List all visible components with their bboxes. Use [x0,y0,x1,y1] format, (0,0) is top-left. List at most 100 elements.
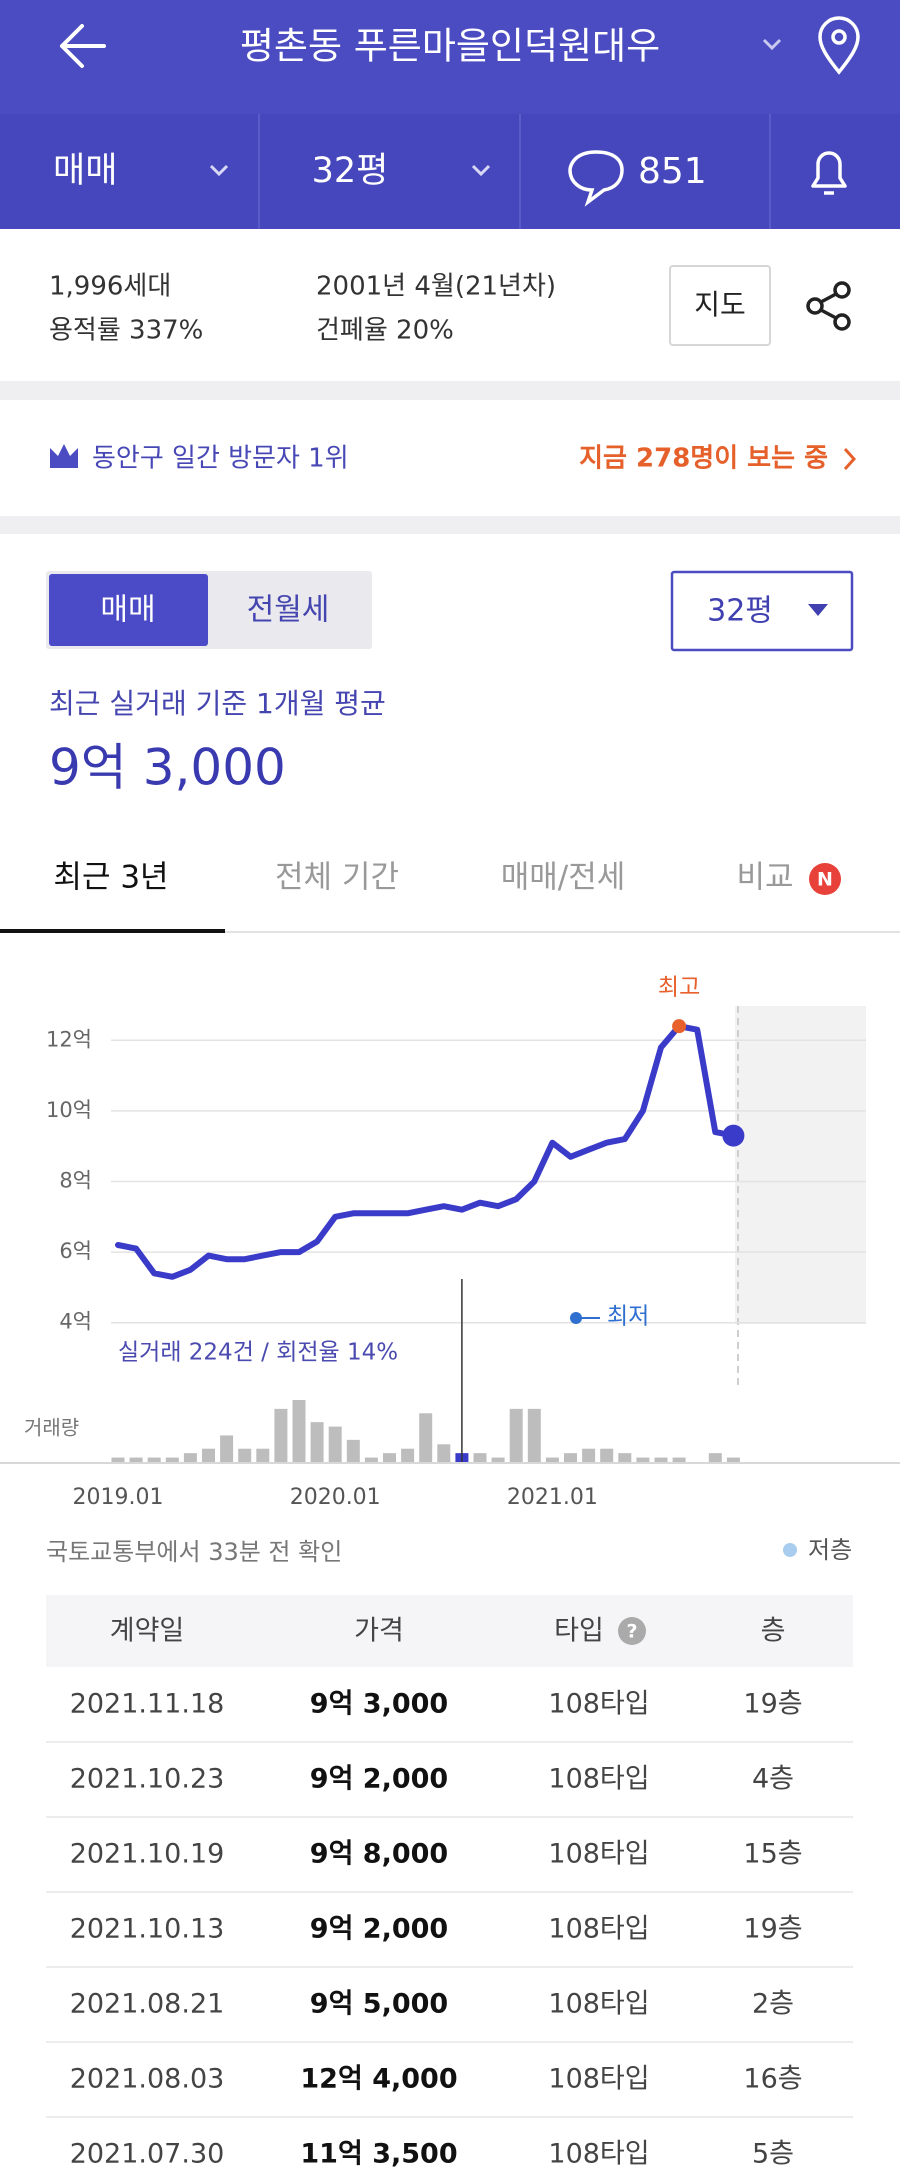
table-cell: 2021.08.21 [70,1989,225,2020]
latest-point [722,1124,745,1147]
future-area [735,1006,866,1324]
table-cell: 108타입 [548,2064,649,2095]
table-cell: 9억 2,000 [310,1914,448,1945]
table-cell: 2021.10.23 [70,1764,225,1795]
volume-bar [582,1448,596,1462]
back-button[interactable] [60,24,106,68]
volume-bar [726,1457,740,1462]
toggle-selected[interactable] [49,574,208,646]
y-tick-label: 10억 [46,1098,92,1122]
table-cell: 108타입 [548,2139,649,2170]
help-icon-mark: ? [626,1621,637,1643]
data-source: 국토교통부에서 33분 전 확인 [46,1538,342,1566]
y-tick-label: 6억 [59,1239,92,1263]
volume-label: 거래량 [24,1416,79,1440]
price-caption: 최근 실거래 기준 1개월 평균 [49,687,386,720]
table-cell: 19층 [743,1689,802,1720]
table-cell: 9억 8,000 [310,1839,448,1870]
title-dropdown[interactable] [762,38,782,51]
volume-bar [238,1448,252,1462]
live-viewers[interactable]: 지금 278명이 보는 중 [579,444,828,474]
chevron [471,164,491,177]
low-floor-legend: 저층 [808,1536,852,1564]
tab-sale-jeonse[interactable]: 매매/전세 [501,860,626,896]
visitor-rank: 동안구 일간 방문자 1위 [92,444,349,474]
size-dropdown-label[interactable]: 32평 [707,594,773,629]
volume-bar [636,1457,650,1462]
volume-bar [328,1426,342,1462]
volume-bar [509,1408,523,1462]
table-cell: 4층 [752,1764,794,1795]
location-button[interactable] [818,16,860,75]
tab-compare[interactable]: 비교 [736,860,793,896]
table-cell: 19층 [743,1914,802,1945]
table-cell: 11억 3,500 [300,2139,457,2170]
y-tick-label: 12억 [46,1027,92,1051]
volume-bar [564,1453,577,1462]
volume-bar [256,1448,270,1462]
column-header: 계약일 [110,1616,185,1647]
table-cell: 108타입 [548,1764,649,1795]
price-chart: 4억 6억 8억 10억 12억 2019.01 2020.01 2021.01 최고 [46,975,866,1510]
tab-all[interactable]: 전체 기간 [275,860,399,896]
table-cell: 2021.08.03 [70,2064,225,2095]
map-button-label[interactable]: 지도 [694,288,746,321]
volume-bar [672,1457,686,1462]
volume-bar [292,1400,306,1462]
table-cell: 12억 4,000 [300,2064,457,2095]
volume-bar [491,1457,505,1462]
low-floor-dot [783,1543,797,1557]
volume-bar [437,1444,451,1462]
alarm-button[interactable] [811,151,847,195]
volume-bar [401,1448,415,1462]
map-button[interactable] [669,265,771,346]
size-dropdown[interactable] [670,570,854,652]
table-cell: 108타입 [548,1839,649,1870]
help-icon[interactable] [618,1617,646,1645]
high-label: 최고 [658,975,700,1001]
volume-bar [310,1422,324,1462]
section-gap [0,516,900,534]
chevron [843,447,857,471]
toggle-sale[interactable]: 매매 [100,593,155,628]
column-header: 층 [761,1616,786,1647]
volume-bar [202,1448,215,1462]
table-cell: 108타입 [548,1914,649,1945]
volume-bar [618,1453,632,1462]
table-cell: 9억 3,000 [310,1689,448,1720]
trade-table: 계약일 가격 타입 층 2021.11.18 9억 3,000 108타입 19층 2021.1… [46,1616,853,2170]
high-point [672,1019,687,1034]
table-cell: 5층 [752,2139,794,2170]
crown-icon [50,444,78,468]
households: 1,996세대 [49,272,171,302]
deal-type-select[interactable]: 매매 [53,151,117,191]
low-label: 최저 [607,1304,649,1330]
building-coverage: 건폐율 20% [316,316,454,346]
tab-recent[interactable]: 최근 3년 [53,860,168,896]
new-badge [809,863,841,895]
share-button[interactable] [806,281,851,331]
volume-bar [147,1457,161,1462]
table-cell: 2층 [752,1989,794,2020]
table-cell: 2021.10.19 [70,1839,225,1870]
volume-bar [364,1457,378,1462]
volume-bar [527,1408,541,1462]
comment-count[interactable]: 851 [638,151,707,192]
table-cell: 2021.10.13 [70,1914,225,1945]
volume-bar [708,1453,722,1462]
volume-bar [346,1439,360,1462]
chevron [209,164,229,177]
floor-area-ratio: 용적률 337% [49,316,203,346]
volume-bar [383,1453,396,1462]
size-select[interactable]: 32평 [312,151,389,191]
comment-icon[interactable] [568,150,624,207]
volume-bar [473,1453,487,1462]
table-cell: 15층 [743,1839,802,1870]
page-title: 평촌동 푸른마을인덕원대우 [240,25,660,68]
built-year: 2001년 4월(21년차) [316,272,556,302]
column-header: 타입 [554,1616,604,1647]
price-line [115,1023,737,1280]
dropdown-arrow [808,604,828,616]
toggle-rent[interactable]: 전월세 [247,593,330,628]
